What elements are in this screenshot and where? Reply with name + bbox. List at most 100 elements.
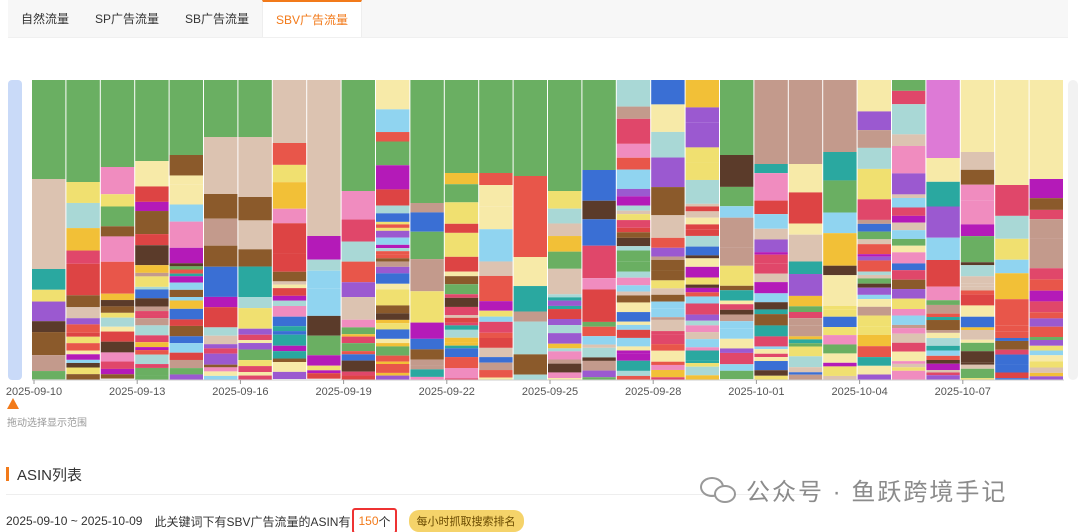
bar-segment[interactable]: [513, 286, 547, 312]
bar-segment[interactable]: [926, 338, 960, 346]
bar-segment[interactable]: [926, 350, 960, 356]
bar-segment[interactable]: [685, 303, 719, 315]
bar-segment[interactable]: [341, 219, 375, 242]
bar-segment[interactable]: [754, 173, 788, 201]
bar-segment[interactable]: [444, 317, 479, 323]
bar-segment[interactable]: [169, 221, 203, 248]
bar-segment[interactable]: [788, 164, 823, 193]
bar-segment[interactable]: [513, 374, 547, 380]
bar-segment[interactable]: [135, 342, 169, 348]
bar-segment[interactable]: [754, 252, 788, 255]
bar-segment[interactable]: [582, 344, 616, 348]
bar-segment[interactable]: [272, 362, 307, 372]
bar-segment[interactable]: [238, 328, 272, 335]
bar-segment[interactable]: [272, 358, 307, 363]
bar-segment[interactable]: [754, 263, 788, 274]
bar-segment[interactable]: [616, 321, 651, 325]
bar-segment[interactable]: [376, 258, 410, 262]
bar-segment[interactable]: [960, 286, 995, 291]
bar-segment[interactable]: [995, 185, 1029, 216]
bar-segment[interactable]: [651, 369, 685, 378]
bar-segment[interactable]: [548, 372, 582, 379]
bar-segment[interactable]: [479, 185, 513, 207]
bar-segment[interactable]: [479, 80, 513, 173]
bar-segment[interactable]: [892, 342, 926, 352]
bar-segment[interactable]: [616, 118, 651, 144]
bar-segment[interactable]: [960, 339, 995, 343]
bar-segment[interactable]: [685, 325, 719, 333]
bar-segment[interactable]: [135, 325, 169, 336]
bar-segment[interactable]: [892, 80, 926, 91]
bar-segment[interactable]: [892, 197, 926, 208]
bar-segment[interactable]: [548, 208, 582, 224]
bar-segment[interactable]: [995, 378, 1029, 380]
bar-segment[interactable]: [513, 80, 547, 176]
bar-segment[interactable]: [892, 333, 926, 343]
bar-segment[interactable]: [960, 224, 995, 237]
bar-segment[interactable]: [788, 367, 823, 373]
bar-segment[interactable]: [857, 294, 891, 300]
bar-segment[interactable]: [651, 80, 685, 105]
bar-segment[interactable]: [651, 331, 685, 335]
bar-segment[interactable]: [651, 215, 685, 238]
bar-segment[interactable]: [960, 290, 995, 295]
bar-segment[interactable]: [66, 295, 100, 308]
bar-segment[interactable]: [307, 259, 341, 271]
bar-segment[interactable]: [960, 152, 995, 170]
bar-segment[interactable]: [169, 308, 203, 320]
bar-segment[interactable]: [444, 223, 479, 233]
bar-segment[interactable]: [754, 239, 788, 253]
bar-segment[interactable]: [960, 283, 995, 287]
bar-segment[interactable]: [616, 188, 651, 197]
bar-segment[interactable]: [341, 297, 375, 320]
bar-segment[interactable]: [548, 191, 582, 209]
bar-segment[interactable]: [238, 340, 272, 344]
bar-segment[interactable]: [720, 328, 754, 339]
bar-segment[interactable]: [754, 293, 788, 303]
bar-segment[interactable]: [238, 80, 272, 137]
bar-segment[interactable]: [754, 314, 788, 326]
bar-segment[interactable]: [1029, 238, 1063, 269]
bar-segment[interactable]: [444, 348, 479, 358]
bar-segment[interactable]: [66, 324, 100, 333]
bar-segment[interactable]: [444, 173, 479, 185]
bar-segment[interactable]: [616, 329, 651, 338]
bar-segment[interactable]: [616, 353, 651, 361]
bar-segment[interactable]: [788, 311, 823, 319]
bar-segment[interactable]: [66, 263, 100, 296]
bar-segment[interactable]: [823, 316, 857, 328]
bar-segment[interactable]: [960, 364, 995, 369]
bar-segment[interactable]: [582, 170, 616, 201]
bar-segment[interactable]: [685, 320, 719, 326]
bar-segment[interactable]: [238, 308, 272, 329]
bar-segment[interactable]: [341, 191, 375, 220]
bar-segment[interactable]: [1029, 361, 1063, 368]
bar-segment[interactable]: [582, 347, 616, 358]
bar-segment[interactable]: [1029, 340, 1063, 346]
bar-segment[interactable]: [720, 348, 754, 353]
bar-segment[interactable]: [892, 173, 926, 195]
bar-segment[interactable]: [376, 109, 410, 133]
bar-segment[interactable]: [685, 255, 719, 259]
bar-segment[interactable]: [135, 265, 169, 273]
bar-segment[interactable]: [135, 211, 169, 235]
bar-segment[interactable]: [169, 263, 203, 267]
bar-segment[interactable]: [1029, 268, 1063, 280]
bar-segment[interactable]: [616, 291, 651, 296]
bar-segment[interactable]: [582, 326, 616, 337]
bar-segment[interactable]: [892, 351, 926, 362]
bar-segment[interactable]: [376, 323, 410, 330]
bar-segment[interactable]: [685, 375, 719, 380]
bar-segment[interactable]: [238, 372, 272, 376]
bar-segment[interactable]: [204, 364, 238, 368]
bar-segment[interactable]: [651, 308, 685, 318]
bar-segment[interactable]: [754, 228, 788, 240]
bar-segment[interactable]: [754, 375, 788, 380]
bar-segment[interactable]: [376, 375, 410, 380]
bar-segment[interactable]: [720, 285, 754, 291]
bar-segment[interactable]: [823, 212, 857, 234]
bar-segment[interactable]: [376, 213, 410, 222]
bar-segment[interactable]: [685, 107, 719, 123]
bar-segment[interactable]: [204, 296, 238, 308]
bar-segment[interactable]: [135, 276, 169, 287]
